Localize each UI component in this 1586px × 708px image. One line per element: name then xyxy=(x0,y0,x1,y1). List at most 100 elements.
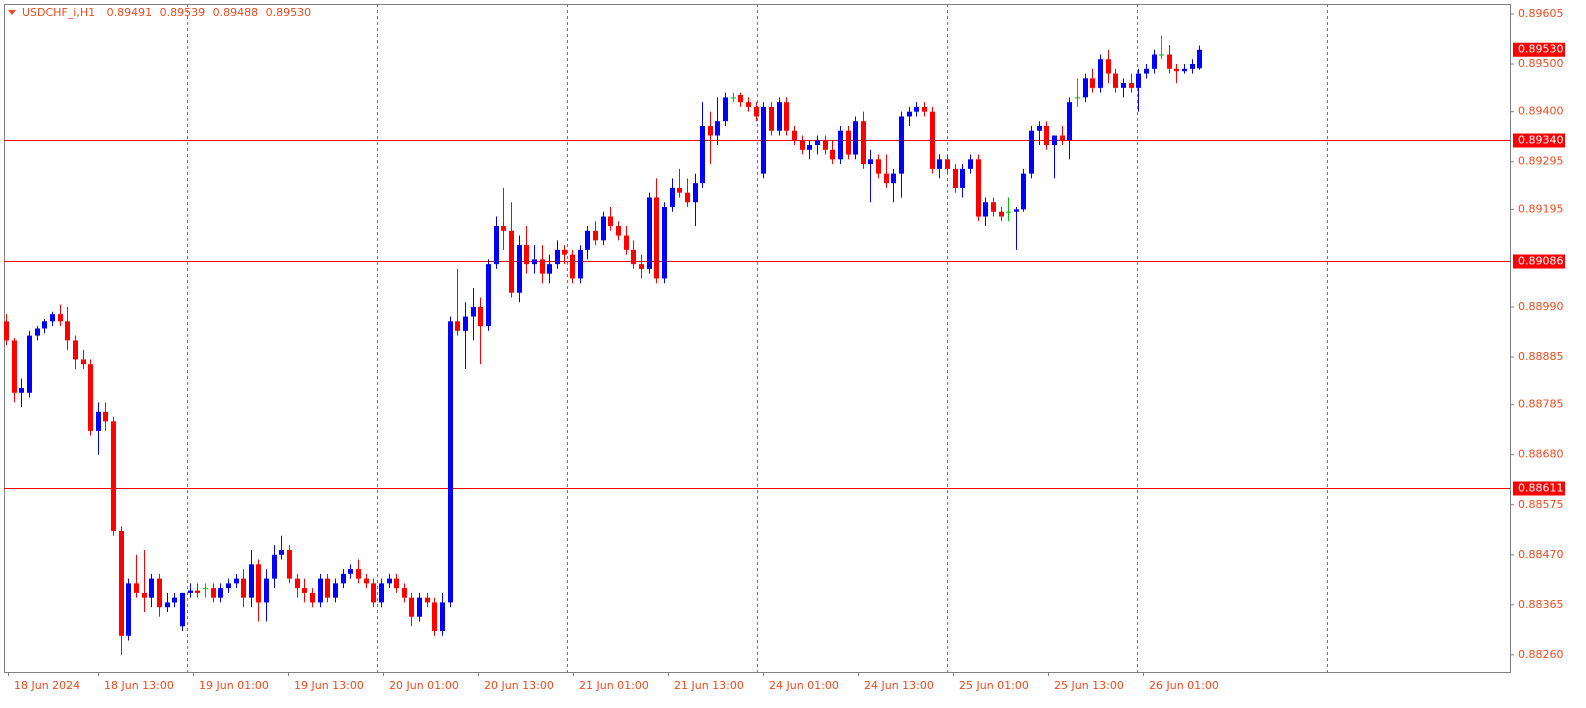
candle-body xyxy=(937,159,942,169)
candle-body xyxy=(103,411,108,422)
candle-body xyxy=(180,592,185,627)
candle-body xyxy=(823,140,828,150)
y-tick-label: 0.89605 xyxy=(1518,7,1564,20)
candle-body xyxy=(708,125,713,136)
candle-body xyxy=(279,550,284,555)
candle-body xyxy=(1152,54,1157,69)
candle-body xyxy=(211,588,216,598)
x-tick-label: 20 Jun 13:00 xyxy=(484,679,554,692)
candle-body xyxy=(188,590,193,593)
candle-body xyxy=(4,321,9,341)
candle-body xyxy=(624,235,629,250)
candle-body xyxy=(846,130,851,155)
y-tick-label: 0.88575 xyxy=(1518,498,1564,511)
candle-body xyxy=(272,554,277,579)
candle-body xyxy=(723,97,728,122)
x-tick-label: 19 Jun 13:00 xyxy=(294,679,364,692)
candle-body xyxy=(27,335,32,393)
candle-body xyxy=(517,245,522,293)
candle-body xyxy=(547,264,552,274)
y-tick-label: 0.88785 xyxy=(1518,398,1564,411)
candle-body xyxy=(807,145,812,150)
candle-body xyxy=(402,588,407,598)
candle-body xyxy=(670,187,675,207)
candle-body xyxy=(524,245,529,265)
candle-body xyxy=(111,421,116,531)
candle-body xyxy=(478,307,483,327)
candle-body xyxy=(417,597,422,617)
candle-body xyxy=(608,216,613,227)
candle-body xyxy=(914,106,919,112)
candle-body xyxy=(310,592,315,603)
price-tag xyxy=(1513,42,1565,57)
candle-body xyxy=(922,106,927,112)
candle-body xyxy=(50,314,55,322)
x-tick-label: 18 Jun 2024 xyxy=(14,679,80,692)
price-tag-label: 0.89086 xyxy=(1518,255,1564,268)
candle-body xyxy=(142,592,147,598)
candle-body xyxy=(616,226,621,236)
candle-body xyxy=(1052,135,1057,146)
x-tick-label: 20 Jun 01:00 xyxy=(389,679,459,692)
y-tick-label: 0.88990 xyxy=(1518,300,1564,313)
candle-body xyxy=(945,159,950,169)
candle-body xyxy=(685,192,690,203)
price-tag-label: 0.89340 xyxy=(1518,134,1564,147)
candle-body xyxy=(1190,64,1195,69)
candle-body xyxy=(509,230,514,293)
candle-body xyxy=(976,159,981,217)
candle-body xyxy=(1136,73,1141,88)
candle-body xyxy=(907,111,912,117)
candle-body xyxy=(930,111,935,169)
candle-body xyxy=(318,578,323,603)
candle-body xyxy=(364,578,369,584)
candle-body xyxy=(1006,211,1011,213)
price-tag xyxy=(1513,254,1565,269)
candle-body xyxy=(379,583,384,603)
candle-body xyxy=(876,159,881,174)
y-tick-label: 0.88885 xyxy=(1518,350,1564,363)
candle-body xyxy=(891,173,896,184)
candle-body xyxy=(1029,130,1034,174)
candle-body xyxy=(348,569,353,574)
candle-body xyxy=(853,121,858,155)
candle-body xyxy=(1083,78,1088,98)
x-tick-label: 25 Jun 13:00 xyxy=(1054,679,1124,692)
candle-body xyxy=(532,259,537,265)
candle-body xyxy=(455,321,460,331)
candle-body xyxy=(647,197,652,269)
candle-body xyxy=(65,321,70,341)
candle-body xyxy=(356,569,361,579)
candle-body xyxy=(19,388,24,393)
candle-body xyxy=(1090,78,1095,88)
candle-body xyxy=(249,564,254,598)
candle-body xyxy=(631,249,636,265)
candle-body xyxy=(1021,173,1026,210)
candle-body xyxy=(1167,54,1172,69)
x-tick-label: 19 Jun 01:00 xyxy=(199,679,269,692)
candle-body xyxy=(601,216,606,241)
candle-body xyxy=(838,130,843,160)
candle-body xyxy=(792,130,797,141)
candle-body xyxy=(1113,73,1118,88)
candle-body xyxy=(1075,97,1080,99)
candle-body xyxy=(409,597,414,617)
candle-body xyxy=(570,254,575,279)
candle-body xyxy=(830,149,835,160)
candle-body xyxy=(226,583,231,589)
candle-body xyxy=(593,230,598,241)
x-tick-label: 24 Jun 01:00 xyxy=(769,679,839,692)
price-tag-label: 0.88611 xyxy=(1518,482,1564,495)
candle-body xyxy=(432,602,437,632)
candle-body xyxy=(119,530,124,636)
chart-title: USDCHF_i,H1 xyxy=(22,6,95,19)
candle-body xyxy=(639,264,644,269)
candle-body xyxy=(172,597,177,603)
candle-body xyxy=(1060,135,1065,141)
price-tag-label: 0.89530 xyxy=(1518,43,1564,56)
candle-body xyxy=(1014,209,1019,212)
candle-body xyxy=(165,602,170,608)
open-value: 0.89491 xyxy=(107,6,153,19)
candle-body xyxy=(968,159,973,169)
